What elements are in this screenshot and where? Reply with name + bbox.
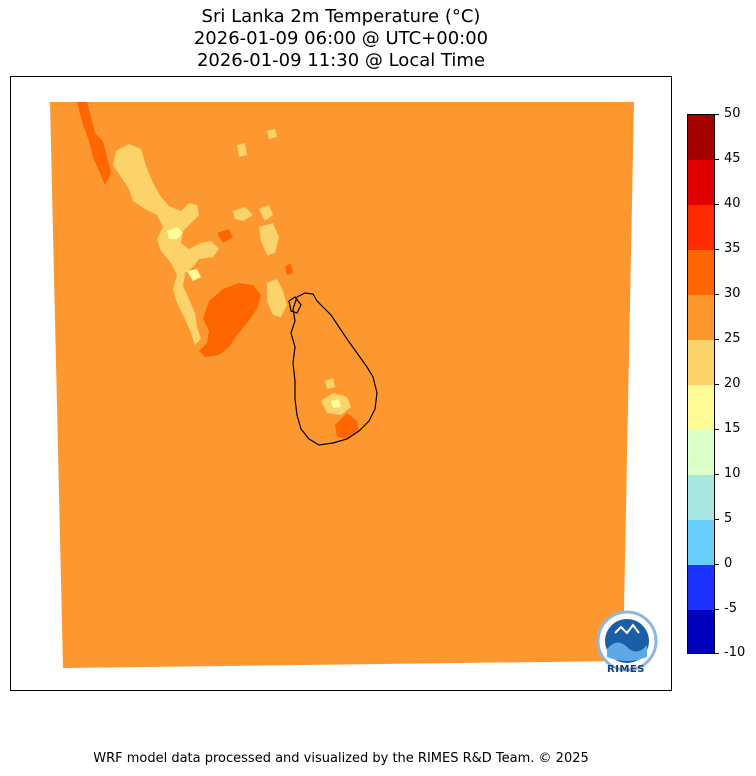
map-title: Sri Lanka 2m Temperature (°C) 2026-01-09… [0, 6, 682, 72]
contour-15-20-sri-lanka [331, 399, 341, 408]
colorbar-tick [715, 159, 719, 160]
colorbar-label-minus10: -10 [724, 645, 746, 660]
map-frame [10, 76, 672, 691]
colorbar-tick [715, 249, 719, 250]
colorbar-tick [715, 339, 719, 340]
colorbar-label-35: 35 [724, 241, 741, 256]
contour-20-25-patch-e [237, 143, 247, 157]
colorbar-label-25: 25 [724, 331, 741, 346]
title-line-3: 2026-01-09 11:30 @ Local Time [196, 50, 486, 71]
footer-credit: WRF model data processed and visualized … [93, 751, 589, 766]
colorbar-bin-5-10 [688, 475, 714, 520]
colorbar-bin-30-35 [688, 250, 714, 295]
colorbar-tick [715, 294, 719, 295]
colorbar-label-5: 5 [724, 511, 733, 526]
colorbar-tick [715, 474, 719, 475]
colorbar-bin-25-30 [688, 295, 714, 340]
colorbar-label-40: 40 [724, 196, 741, 211]
colorbar-label-20: 20 [724, 376, 741, 391]
colorbar-bin-15-20 [688, 385, 714, 430]
contour-15-20-patch-b [187, 269, 201, 281]
colorbar-label-50: 50 [724, 106, 741, 121]
colorbar [687, 114, 715, 654]
colorbar-label-45: 45 [724, 151, 741, 166]
colorbar-tick [715, 204, 719, 205]
contour-20-25-sri-lanka-b [325, 378, 335, 389]
colorbar-tick [715, 519, 719, 520]
colorbar-label-10: 10 [724, 466, 741, 481]
contour-20-25-india [113, 144, 219, 345]
colorbar-tick [715, 564, 719, 565]
colorbar-bin-10-15 [688, 430, 714, 475]
colorbar-bin-40-45 [688, 160, 714, 205]
title-line-2: 2026-01-09 06:00 @ UTC+00:00 [193, 28, 489, 49]
colorbar-label-30: 30 [724, 286, 741, 301]
contour-30-35-patch-b [285, 263, 293, 275]
contour-20-25-patch-f [267, 129, 277, 139]
colorbar-label-minus5: -5 [724, 601, 737, 616]
temperature-field [50, 102, 634, 668]
contour-20-25-patch-c [259, 223, 279, 255]
contour-20-25-patch-d [267, 279, 287, 317]
contour-15-20-patch-a [167, 227, 183, 239]
contour-20-25-patch-a [233, 207, 253, 221]
colorbar-label-15: 15 [724, 421, 741, 436]
rimes-logo-icon [596, 610, 658, 672]
colorbar-bin-minus10-minus5 [688, 610, 714, 653]
colorbar-bin-0-5 [688, 520, 714, 565]
sri-lanka-coastline [290, 292, 378, 446]
colorbar-bin-45-50 [688, 115, 714, 160]
colorbar-tick [715, 429, 719, 430]
colorbar-tick [715, 653, 719, 654]
colorbar-label-0: 0 [724, 556, 733, 571]
contour-30-35-coast-north [77, 102, 111, 185]
colorbar-bin-35-40 [688, 205, 714, 250]
jaffna-peninsula-outline [288, 296, 302, 314]
colorbar-tick [715, 609, 719, 610]
contour-30-35-sri-lanka-south [335, 413, 359, 439]
contour-20-25-patch-b [259, 205, 273, 221]
colorbar-bin-20-25 [688, 340, 714, 385]
logo-caption: RIMES [607, 664, 645, 675]
contour-30-35-patch-a [217, 229, 233, 243]
contour-30-35-peninsula [199, 283, 261, 357]
title-line-1: Sri Lanka 2m Temperature (°C) [201, 6, 481, 27]
colorbar-tick [715, 114, 719, 115]
colorbar-tick [715, 384, 719, 385]
colorbar-bin-minus5-0 [688, 565, 714, 610]
temperature-map [50, 102, 658, 672]
